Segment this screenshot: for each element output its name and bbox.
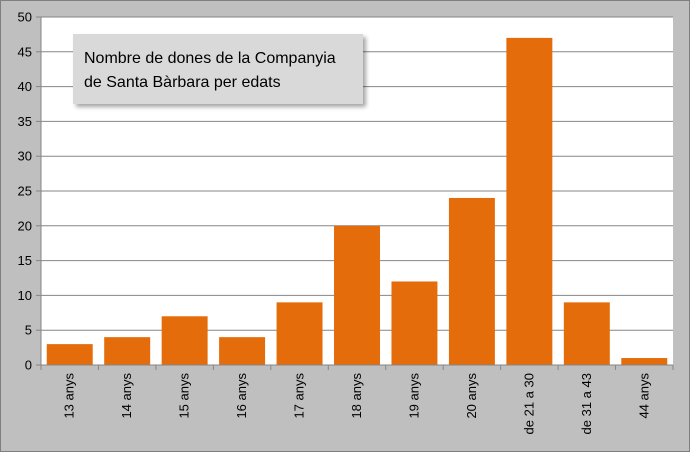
x-tick-label: 13 anys (62, 373, 77, 419)
bar (161, 316, 208, 365)
bar (276, 302, 323, 365)
bar (219, 337, 266, 365)
y-tick-label: 50 (18, 10, 32, 25)
y-tick-label: 10 (18, 288, 32, 303)
x-tick-label: 14 anys (119, 373, 134, 419)
x-tick-label: 15 anys (177, 373, 192, 419)
bar (391, 281, 438, 365)
x-tick-label: 44 anys (636, 373, 651, 419)
y-tick-label: 15 (18, 253, 32, 268)
y-tick-label: 35 (18, 114, 32, 129)
x-tick-label: de 31 a 43 (579, 373, 594, 434)
bar (334, 225, 380, 365)
bars (46, 37, 668, 365)
x-tick-labels: 13 anys 14 anys 15 anys 16 anys 17 anys 18 an… (62, 373, 652, 435)
axes (36, 16, 674, 370)
chart-title-line-2: de Santa Bàrbara per edats (84, 74, 281, 91)
x-tick-label: 20 anys (464, 373, 479, 419)
y-tick-label: 25 (18, 184, 32, 199)
bar (46, 344, 93, 365)
y-tick-label: 30 (18, 149, 32, 164)
y-tick-label: 45 (18, 44, 32, 59)
bar (563, 302, 610, 365)
y-tick-label: 20 (18, 218, 32, 233)
bar (506, 37, 553, 365)
y-tick-label: 5 (25, 323, 32, 338)
y-tick-label: 40 (18, 79, 32, 94)
chart-title-line-1: Nombre de dones de la Companyia (84, 50, 336, 67)
chart-title-box: Nombre de dones de la Companyia de Santa… (73, 34, 363, 104)
x-tick-label: de 21 a 30 (521, 373, 536, 434)
bar (104, 337, 151, 365)
x-tick-label: 18 anys (349, 373, 364, 419)
bar (621, 358, 668, 365)
y-tick-label: 0 (25, 358, 32, 373)
bar (448, 197, 495, 365)
x-tick-label: 16 anys (234, 373, 249, 419)
y-tick-labels: 0 5 10 15 20 25 30 35 40 45 50 (18, 10, 32, 373)
x-tick-label: 17 anys (292, 373, 307, 419)
x-tick-label: 19 anys (406, 373, 421, 419)
